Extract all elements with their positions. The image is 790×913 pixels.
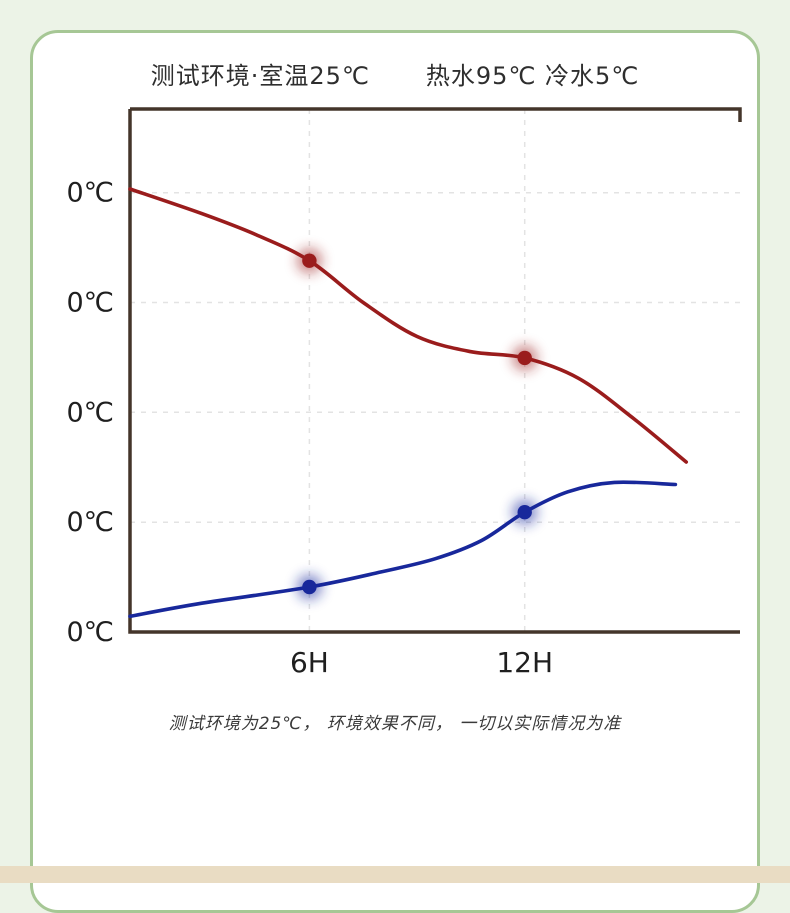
- axis-left-bottom: [128, 109, 740, 634]
- chart-panel-card: 测试环境·室温25℃ 热水95℃ 冷水5℃ 0℃ 0℃ 0℃ 0℃ 0℃ 6H 12H 测试…: [30, 30, 760, 913]
- hot-water-marker: [302, 253, 317, 268]
- axis-top-line: [130, 107, 742, 122]
- cold-water-marker: [517, 505, 532, 520]
- disclaimer-note: 测试环境为25℃， 环境效果不同， 一切以实际情况为准: [168, 714, 622, 734]
- cold-water-curve: [128, 480, 678, 619]
- y-tick-label: 0℃: [66, 288, 114, 319]
- temperature-retention-line-chart: 0℃ 0℃ 0℃ 0℃ 0℃ 6H 12H: [66, 107, 742, 679]
- hot-water-marker: [517, 350, 532, 366]
- y-tick-label: 0℃: [66, 397, 114, 428]
- cold-water-marker: [302, 579, 317, 595]
- x-tick-label: 6H: [290, 646, 329, 679]
- chart-header: 测试环境·室温25℃ 热水95℃ 冷水5℃: [33, 59, 757, 93]
- y-tick-label: 0℃: [66, 617, 114, 648]
- y-tick-label: 0℃: [66, 178, 114, 209]
- chart-area: 0℃ 0℃ 0℃ 0℃ 0℃ 6H 12H: [33, 95, 757, 695]
- x-tick-label: 12H: [496, 646, 553, 679]
- test-condition-water-temp: 热水95℃ 冷水5℃: [425, 62, 640, 90]
- bottom-section-strip: [0, 866, 790, 883]
- test-condition-room-temp: 测试环境·室温25℃: [150, 62, 370, 90]
- hot-water-curve: [128, 187, 688, 464]
- y-tick-label: 0℃: [66, 507, 114, 538]
